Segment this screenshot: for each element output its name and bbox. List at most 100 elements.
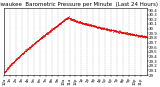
Point: [18, 56, 20, 58]
Point: [133, 35, 136, 36]
Point: [97, 27, 100, 29]
Point: [48, 30, 51, 32]
Point: [89, 25, 91, 26]
Point: [69, 18, 71, 19]
Point: [111, 30, 113, 31]
Point: [41, 35, 44, 37]
Point: [89, 25, 92, 27]
Point: [42, 36, 45, 37]
Point: [47, 32, 50, 33]
Point: [122, 32, 125, 33]
Point: [63, 19, 65, 21]
Point: [40, 37, 43, 39]
Point: [89, 24, 91, 26]
Point: [53, 27, 56, 28]
Point: [80, 21, 82, 23]
Point: [18, 56, 21, 57]
Point: [129, 34, 131, 35]
Point: [144, 36, 147, 38]
Point: [115, 31, 118, 32]
Point: [108, 29, 110, 31]
Point: [15, 58, 18, 60]
Point: [22, 52, 25, 53]
Point: [131, 33, 134, 35]
Point: [12, 61, 14, 62]
Point: [138, 35, 140, 37]
Point: [93, 26, 96, 27]
Point: [7, 66, 10, 68]
Point: [104, 28, 107, 30]
Point: [76, 21, 79, 22]
Point: [6, 67, 9, 68]
Point: [108, 30, 111, 31]
Point: [127, 32, 129, 34]
Point: [5, 69, 8, 70]
Point: [87, 23, 90, 25]
Point: [132, 34, 135, 35]
Point: [141, 36, 144, 38]
Point: [139, 35, 141, 37]
Point: [121, 32, 124, 33]
Point: [70, 19, 72, 20]
Point: [40, 37, 42, 38]
Point: [123, 33, 126, 34]
Point: [49, 30, 51, 31]
Point: [135, 33, 137, 35]
Point: [22, 52, 25, 53]
Point: [114, 29, 117, 31]
Point: [7, 67, 10, 68]
Point: [124, 33, 126, 34]
Point: [143, 35, 145, 37]
Point: [27, 47, 29, 49]
Point: [133, 34, 136, 35]
Point: [66, 18, 68, 19]
Point: [121, 32, 123, 33]
Point: [43, 34, 46, 36]
Point: [76, 20, 79, 22]
Point: [57, 25, 59, 27]
Point: [144, 36, 147, 38]
Point: [142, 35, 145, 37]
Point: [112, 30, 114, 31]
Point: [132, 34, 135, 36]
Point: [8, 66, 10, 67]
Point: [60, 21, 63, 23]
Point: [113, 29, 115, 30]
Point: [38, 39, 41, 41]
Point: [104, 28, 106, 30]
Point: [52, 28, 55, 29]
Point: [117, 31, 119, 33]
Point: [101, 29, 104, 30]
Point: [52, 27, 54, 28]
Point: [143, 36, 146, 38]
Point: [36, 40, 39, 42]
Point: [60, 22, 62, 23]
Point: [78, 21, 80, 22]
Point: [135, 35, 138, 36]
Point: [99, 27, 102, 28]
Point: [10, 64, 12, 66]
Point: [105, 28, 108, 30]
Point: [68, 18, 71, 19]
Point: [36, 40, 39, 42]
Point: [100, 28, 103, 29]
Point: [70, 18, 73, 19]
Point: [28, 46, 30, 48]
Point: [125, 33, 128, 34]
Point: [112, 31, 115, 33]
Point: [24, 49, 26, 50]
Point: [84, 22, 87, 24]
Point: [27, 48, 30, 49]
Point: [77, 21, 80, 22]
Point: [85, 24, 88, 25]
Point: [107, 28, 109, 30]
Point: [63, 18, 65, 20]
Point: [13, 61, 16, 62]
Point: [44, 34, 47, 35]
Point: [4, 71, 6, 72]
Point: [124, 31, 126, 32]
Point: [21, 54, 23, 55]
Point: [34, 41, 36, 43]
Point: [23, 52, 26, 53]
Point: [46, 33, 49, 34]
